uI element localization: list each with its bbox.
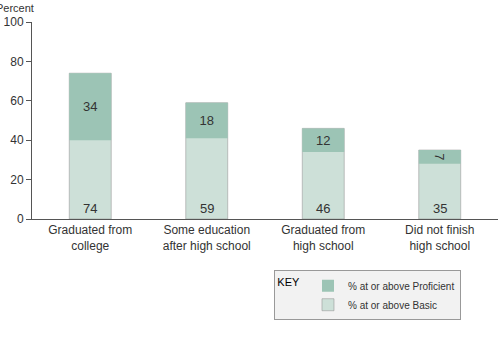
svg-text:0: 0 <box>17 212 24 226</box>
svg-text:7: 7 <box>432 153 447 160</box>
svg-text:KEY: KEY <box>277 276 300 288</box>
svg-text:100: 100 <box>4 15 24 29</box>
svg-text:20: 20 <box>10 173 24 187</box>
svg-text:60: 60 <box>10 94 24 108</box>
svg-text:% at or above Proficient: % at or above Proficient <box>348 281 454 292</box>
svg-text:Graduated fromcollege: Graduated fromcollege <box>48 223 132 253</box>
svg-text:Percent: Percent <box>0 2 34 14</box>
svg-text:74: 74 <box>83 201 97 216</box>
svg-text:Did not finishhigh school: Did not finishhigh school <box>405 223 474 253</box>
svg-text:35: 35 <box>433 201 447 216</box>
svg-text:80: 80 <box>10 55 24 69</box>
svg-text:59: 59 <box>200 201 214 216</box>
svg-text:Some educationafter high schoo: Some educationafter high school <box>163 223 251 253</box>
svg-text:12: 12 <box>316 133 330 148</box>
svg-text:40: 40 <box>10 133 24 147</box>
svg-text:Graduated fromhigh school: Graduated fromhigh school <box>281 223 365 253</box>
svg-text:18: 18 <box>200 113 214 128</box>
svg-text:% at or above Basic: % at or above Basic <box>348 300 437 311</box>
svg-text:34: 34 <box>83 99 97 114</box>
svg-text:46: 46 <box>316 201 330 216</box>
